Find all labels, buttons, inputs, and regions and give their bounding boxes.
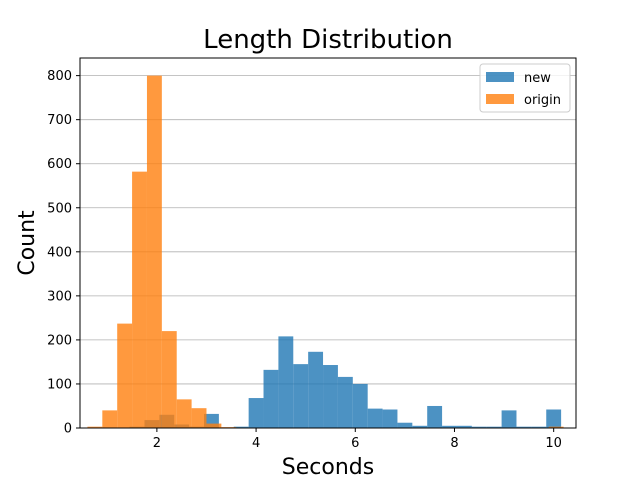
bar-origin-0: [87, 426, 103, 428]
y-tick-label: 800: [47, 69, 72, 84]
x-tick-label: 4: [252, 436, 260, 451]
bar-new-11: [308, 351, 324, 428]
y-tick-label: 600: [47, 157, 72, 172]
y-tick-label: 400: [47, 245, 72, 260]
bars: [87, 75, 564, 428]
x-tick-label: 8: [450, 436, 458, 451]
bar-new-6: [233, 426, 249, 428]
bar-origin-2: [117, 323, 133, 428]
bar-new-14: [352, 383, 368, 428]
legend-swatch-new: [486, 72, 514, 82]
y-tick-label: 700: [47, 113, 72, 128]
bar-new-12: [323, 365, 338, 428]
y-tick-label: 0: [64, 422, 72, 437]
plot-frame: [79, 57, 577, 429]
bar-origin-1: [102, 410, 118, 428]
x-axis-ticks: 2 4 6 8 10: [153, 428, 562, 451]
bar-origin-4: [146, 75, 162, 428]
y-tick-label: 300: [47, 289, 72, 304]
bar-origin-3: [132, 171, 147, 428]
y-axis-label: Count: [15, 210, 40, 276]
bar-new-15: [367, 408, 383, 428]
x-tick-label: 10: [545, 436, 562, 451]
bar-origin-10: [548, 426, 564, 428]
bar-new-26: [531, 426, 547, 428]
legend-label-new: new: [524, 71, 551, 86]
chart-title: Length Distribution: [203, 25, 453, 55]
x-tick-label: 2: [153, 436, 161, 451]
bar-origin-6: [176, 399, 192, 428]
bar-new-19: [427, 405, 443, 428]
bar-new-20: [442, 425, 457, 428]
bar-new-10: [293, 364, 309, 428]
bar-new-27: [546, 409, 562, 428]
bar-origin-7: [191, 408, 207, 428]
bar-new-24: [501, 410, 517, 428]
bar-new-17: [397, 422, 413, 428]
bar-new-13: [337, 376, 353, 428]
y-tick-label: 200: [47, 333, 72, 348]
x-tick-label: 6: [351, 436, 359, 451]
bar-origin-8: [206, 423, 222, 428]
y-axis-ticks: 0 100 200 300 400 500 600 700 800: [47, 69, 80, 437]
bar-new-23: [486, 426, 502, 428]
bar-new-22: [471, 426, 487, 428]
bar-new-18: [412, 425, 428, 428]
bar-new-8: [263, 369, 279, 428]
bar-new-25: [516, 426, 532, 428]
x-axis-label: Seconds: [282, 455, 374, 480]
bar-new-7: [248, 398, 264, 428]
y-tick-label: 500: [47, 201, 72, 216]
legend-label-origin: origin: [524, 93, 561, 108]
bar-origin-5: [161, 331, 177, 428]
legend: new origin: [479, 63, 571, 113]
bar-new-9: [278, 336, 294, 428]
bar-new-16: [382, 409, 398, 428]
y-tick-label: 100: [47, 377, 72, 392]
bar-new-21: [456, 425, 472, 428]
legend-swatch-origin: [486, 94, 514, 104]
